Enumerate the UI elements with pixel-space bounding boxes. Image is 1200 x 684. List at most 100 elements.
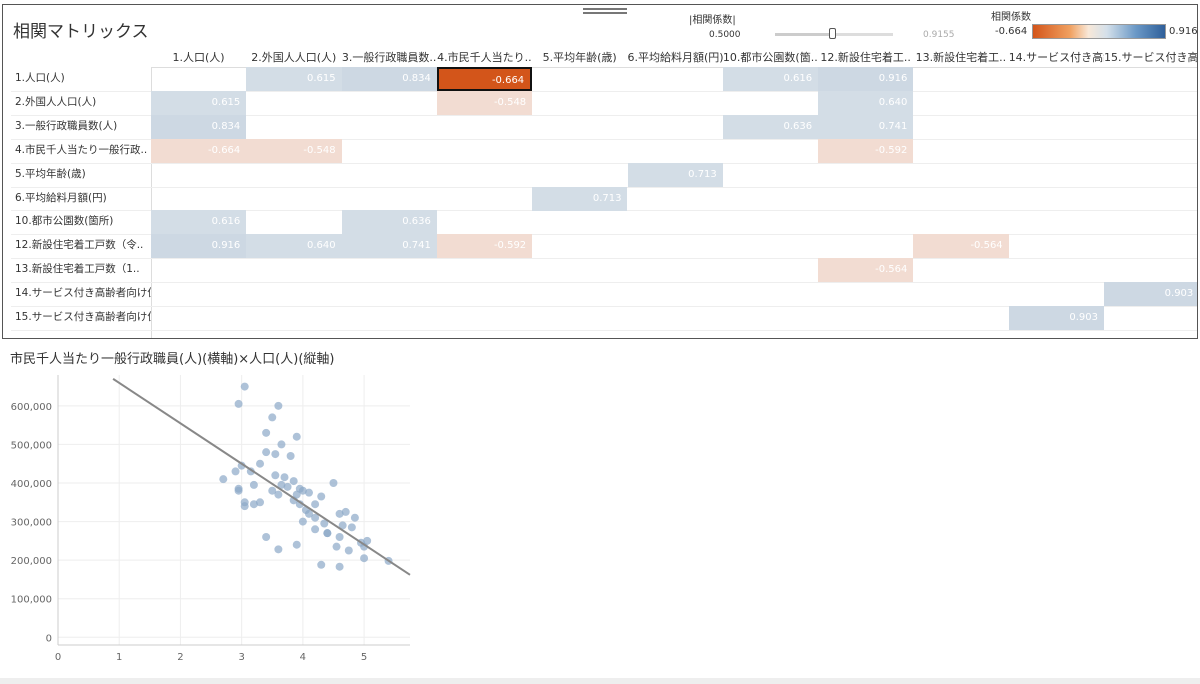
data-point	[281, 473, 289, 481]
data-point	[256, 460, 264, 468]
data-point	[262, 448, 270, 456]
matrix-cell[interactable]: -0.592	[437, 234, 532, 258]
data-point	[336, 563, 344, 571]
data-point	[250, 481, 258, 489]
correlation-matrix-panel: 相関マトリックス |相関係数| 0.5000 0.9155 相関係数 -0.66…	[2, 4, 1198, 339]
data-point	[241, 383, 249, 391]
column-header[interactable]: 14.サービス付き高齢..	[1009, 49, 1104, 65]
y-tick-label: 400,000	[11, 479, 52, 490]
matrix-cell[interactable]: -0.548	[437, 91, 532, 115]
matrix-cell[interactable]: 0.834	[342, 67, 437, 91]
matrix-cell[interactable]: 0.916	[151, 234, 246, 258]
row-header[interactable]: 12.新設住宅着工戸数（令..	[15, 234, 151, 257]
matrix-cell[interactable]: -0.592	[818, 139, 913, 163]
y-tick-label: 300,000	[11, 518, 52, 529]
column-header[interactable]: 15.サービス付き高齢..	[1104, 49, 1198, 65]
x-tick-label: 1	[116, 652, 122, 663]
column-header[interactable]: 10.都市公園数(箇..	[723, 49, 818, 65]
data-point	[271, 471, 279, 479]
y-tick-label: 0	[46, 633, 52, 644]
legend-max-label: 0.916	[1169, 26, 1198, 37]
data-point	[351, 514, 359, 522]
matrix-cell[interactable]: 0.903	[1009, 306, 1104, 330]
column-header[interactable]: 12.新設住宅着工..	[818, 49, 913, 65]
data-point	[274, 491, 282, 499]
data-point	[305, 489, 313, 497]
column-header[interactable]: 5.平均年齢(歳)	[532, 49, 627, 65]
matrix-cell[interactable]: 0.636	[723, 115, 818, 139]
matrix-cell[interactable]: 0.916	[818, 67, 913, 91]
data-point	[232, 467, 240, 475]
trend-line	[113, 379, 410, 575]
data-point	[348, 523, 356, 531]
column-header[interactable]: 4.市民千人当たり..	[437, 49, 532, 65]
column-header[interactable]: 3.一般行政職員数..	[342, 49, 437, 65]
row-header[interactable]: 4.市民千人当たり一般行政..	[15, 139, 151, 162]
matrix-cell[interactable]: 0.713	[532, 187, 627, 211]
data-point	[274, 545, 282, 553]
color-legend-gradient	[1032, 24, 1166, 39]
data-point	[336, 533, 344, 541]
y-tick-label: 200,000	[11, 556, 52, 567]
row-divider	[11, 282, 1197, 283]
row-header[interactable]: 5.平均年齢(歳)	[15, 163, 151, 186]
filter-title: |相関係数|	[689, 11, 736, 26]
legend-min-label: -0.664	[995, 26, 1027, 37]
matrix-cell[interactable]: -0.548	[246, 139, 341, 163]
matrix-cell[interactable]: 0.741	[342, 234, 437, 258]
column-header[interactable]: 1.人口(人)	[151, 49, 246, 65]
matrix-cell[interactable]: -0.664	[437, 67, 532, 91]
matrix-cell[interactable]: 0.640	[246, 234, 341, 258]
matrix-cell[interactable]: 0.834	[151, 115, 246, 139]
x-tick-label: 0	[55, 652, 61, 663]
data-point	[311, 500, 319, 508]
drag-handle-line	[583, 8, 627, 10]
matrix-cell[interactable]: -0.564	[818, 258, 913, 282]
matrix-cell[interactable]: -0.564	[913, 234, 1008, 258]
matrix-cell[interactable]: 0.640	[818, 91, 913, 115]
bottom-strip	[0, 678, 1200, 684]
row-header[interactable]: 10.都市公園数(箇所)	[15, 210, 151, 233]
data-point	[329, 479, 337, 487]
column-header[interactable]: 2.外国人人口(人)	[246, 49, 341, 65]
row-header[interactable]: 13.新設住宅着工戸数（1..	[15, 258, 151, 281]
data-point	[284, 483, 292, 491]
matrix-cell[interactable]: 0.713	[628, 163, 723, 187]
row-header[interactable]: 2.外国人人口(人)	[15, 91, 151, 114]
data-point	[271, 450, 279, 458]
data-point	[336, 510, 344, 518]
data-point	[262, 533, 270, 541]
data-point	[345, 547, 353, 555]
data-point	[235, 487, 243, 495]
filter-max-label: 0.9155	[923, 30, 955, 40]
row-divider	[11, 330, 1197, 331]
row-header[interactable]: 15.サービス付き高齢者向け住..	[15, 306, 151, 329]
data-point	[277, 440, 285, 448]
row-header[interactable]: 14.サービス付き高齢者向け住..	[15, 282, 151, 305]
matrix-cell[interactable]: 0.636	[342, 210, 437, 234]
row-divider	[11, 258, 1197, 259]
matrix-cell[interactable]: -0.664	[151, 139, 246, 163]
data-point	[235, 400, 243, 408]
data-point	[241, 502, 249, 510]
matrix-cell[interactable]: 0.615	[246, 67, 341, 91]
data-point	[311, 525, 319, 533]
row-header[interactable]: 6.平均給料月額(円)	[15, 187, 151, 210]
legend-title: 相関係数	[991, 8, 1031, 23]
drag-handle[interactable]	[583, 5, 627, 15]
y-tick-label: 100,000	[11, 595, 52, 606]
matrix-cell[interactable]: 0.903	[1104, 282, 1198, 306]
matrix-cell[interactable]: 0.741	[818, 115, 913, 139]
row-header[interactable]: 1.人口(人)	[15, 67, 151, 90]
column-header[interactable]: 6.平均給料月額(円)	[628, 49, 723, 65]
data-point	[290, 477, 298, 485]
column-header[interactable]: 13.新設住宅着工..	[913, 49, 1008, 65]
data-point	[287, 452, 295, 460]
data-point	[317, 493, 325, 501]
matrix-cell[interactable]: 0.616	[151, 210, 246, 234]
matrix-cell[interactable]: 0.615	[151, 91, 246, 115]
data-point	[333, 543, 341, 551]
filter-slider-thumb[interactable]	[829, 28, 836, 39]
row-header[interactable]: 3.一般行政職員数(人)	[15, 115, 151, 138]
matrix-cell[interactable]: 0.616	[723, 67, 818, 91]
